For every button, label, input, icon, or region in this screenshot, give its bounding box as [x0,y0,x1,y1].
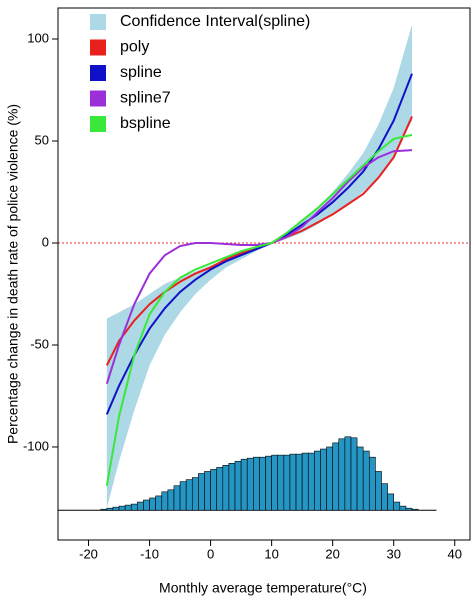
histogram-bar [393,501,401,511]
histogram-bar [118,505,126,511]
histogram-bar [234,460,242,511]
legend-swatch [90,90,106,107]
x-tick-label: 40 [448,546,462,561]
histogram-bar [320,448,327,511]
histogram-bar [124,504,132,511]
histogram-bar [332,442,340,511]
legend-label: Confidence Interval(spline) [120,13,310,30]
x-tick-label: -20 [79,546,98,561]
histogram-bar [246,457,254,511]
histogram-bar [253,456,260,511]
x-tick-label: 20 [325,546,339,561]
histogram-bar [100,508,108,511]
histogram-bar [289,453,297,511]
histogram-bar [161,491,169,511]
line-series [105,149,413,385]
legend-swatch [90,65,106,81]
histogram-bar [411,508,419,511]
histogram-bar [240,458,248,511]
legend-swatch [90,14,106,30]
histogram-bar [179,481,187,511]
histogram-bar [155,495,163,511]
histogram-bar [399,505,407,511]
histogram-bar [356,446,364,511]
histogram-bar [301,452,309,511]
x-axis-label: Monthly average temperature(°C) [159,580,367,596]
histogram-bar [173,485,181,511]
histogram-bar [368,456,376,511]
plot-frame [57,7,471,541]
histogram-bar [405,507,413,511]
line-series [105,73,413,415]
histogram-bar [307,452,315,511]
histogram-bar [191,477,199,511]
histogram-bar [228,463,236,511]
x-tick-label: 10 [264,546,278,561]
histogram-bar [314,450,321,511]
histogram-bar [277,454,285,511]
histogram-bar [210,469,217,511]
x-tick-label: 0 [207,546,214,561]
histogram-bar [222,465,230,511]
histogram-bar [112,506,120,511]
histogram-bar [130,503,138,511]
y-tick-label: 50 [35,132,49,147]
histogram-bar [381,483,388,511]
histogram-bar [265,455,272,511]
y-tick-label: 0 [42,234,49,249]
line-series [105,133,413,486]
legend-label: poly [120,39,149,56]
histogram-bar [362,450,370,511]
histogram-bar [167,489,175,511]
histogram-bar [295,453,303,511]
histogram-bar [106,507,114,511]
y-axis-label: Percentage change in death rate of polic… [5,104,21,444]
histogram-bar [338,438,346,511]
histogram-bar [204,471,211,511]
histogram-bar [344,436,352,511]
legend-label: spline7 [120,90,171,107]
histogram-bar [283,454,291,511]
x-tick-label: 30 [386,546,400,561]
y-tick-label: -50 [30,336,49,351]
x-tick-label: -10 [140,546,159,561]
histogram-bar [350,437,358,511]
histogram-bar [185,479,193,511]
histogram-bar [137,501,144,511]
histogram-bar [143,499,150,511]
legend-label: bspline [120,115,171,132]
histogram-bar [326,446,333,511]
histogram-bar [271,454,279,511]
histogram-bar [198,473,205,511]
histogram-bar [216,467,224,511]
histogram-bar [149,497,156,511]
histogram-bar [259,456,266,511]
legend-label: spline [120,64,162,81]
y-tick-label: 100 [27,30,49,45]
histogram-bar [387,493,395,511]
legend-swatch [90,39,106,56]
histogram-bar [375,471,382,511]
legend-swatch [90,116,106,132]
y-tick-label: -100 [23,438,49,453]
